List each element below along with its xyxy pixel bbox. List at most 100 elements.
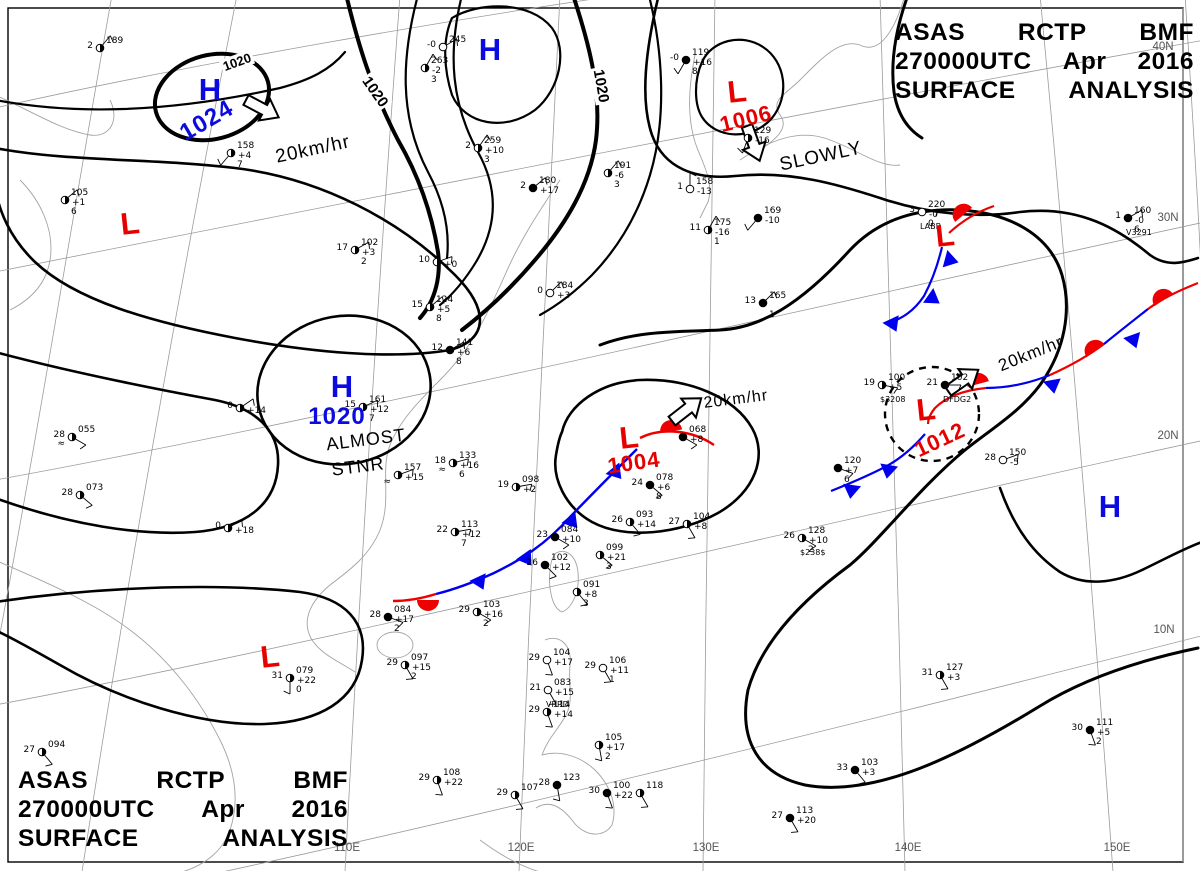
wind-barb-tick <box>562 544 570 550</box>
wind-barb-tick <box>109 35 114 43</box>
station-circle-icon <box>998 455 1008 465</box>
graticule-line <box>224 635 1200 871</box>
station-plot: 26 102+12 <box>527 553 571 580</box>
station-temperature: -0 <box>427 40 436 50</box>
station-circle-halffill <box>478 144 482 152</box>
wind-barb-tick <box>545 725 553 728</box>
station-pressure-change: -10 <box>765 216 780 226</box>
station-plot: 29 106+111 <box>585 656 629 685</box>
station-plot: 21 102 DFDG2 <box>927 373 972 404</box>
isobar-1020-ring-h1024 <box>152 51 272 143</box>
warm-front-symbol <box>952 203 973 222</box>
wind-barb-tick <box>633 533 641 537</box>
coastline <box>306 179 561 673</box>
station-circle-halffill <box>453 459 457 467</box>
station-extra-value: 2 <box>808 545 814 555</box>
station-pressure-group: 114 <box>553 700 570 710</box>
station-plot: 29 104+17 <box>529 648 573 676</box>
station-circle-halffill <box>940 671 944 679</box>
isobar-line <box>644 0 1200 265</box>
station-pressure-group: 078 <box>656 473 673 483</box>
isobar-line <box>598 208 1200 789</box>
wind-barb-tick <box>45 763 53 767</box>
station-temperature: 13 <box>745 296 756 306</box>
station-pressure-group: 104 <box>693 512 710 522</box>
title-word: RCTP <box>156 767 226 794</box>
station-plot: 12 141+68 <box>432 338 474 367</box>
station-weather-symbol: ≈ <box>438 465 446 475</box>
station-pressure-group: 079 <box>296 666 313 676</box>
station-circle-halffill <box>437 258 441 266</box>
title-word: Apr <box>201 796 245 823</box>
station-temperature: 1 <box>677 182 683 192</box>
station-pressure-change: +16 <box>460 461 479 471</box>
station-extra-value: 3 <box>583 599 589 609</box>
cold-front-symbol <box>561 511 578 528</box>
title-line-1: ASAS RCTP BMF <box>18 766 348 795</box>
title-line-3: SURFACE ANALYSIS <box>895 76 1194 105</box>
station-extra-value: 2 <box>394 624 400 634</box>
station-pressure-group: 091 <box>583 580 600 590</box>
movement-arrow-icon <box>943 368 980 397</box>
station-pressure-group: 118 <box>646 781 663 791</box>
station-circle-icon <box>438 42 448 52</box>
station-circle-halffill <box>72 433 76 441</box>
station-temperature: 31 <box>922 668 933 678</box>
title-word: ANALYSIS <box>1068 77 1194 104</box>
cold-front-central <box>435 448 638 596</box>
station-pressure-group: 094 <box>48 740 65 750</box>
wind-barb-tick <box>603 681 612 683</box>
wind-barb-tick <box>687 537 696 539</box>
title-word: BMF <box>293 767 348 794</box>
station-plot: 29 114+14 <box>529 700 573 728</box>
coastline-philippines <box>535 638 615 835</box>
station-extra-value: 2 <box>411 672 417 682</box>
station-pressure-group: 100 <box>613 781 630 791</box>
station-circle-halffill <box>802 534 806 542</box>
station-circle-icon <box>833 463 843 473</box>
station-circle-halffill <box>515 791 519 799</box>
station-pressure-group: 113 <box>796 806 813 816</box>
station-pressure-group: 160 <box>1134 206 1151 216</box>
wind-barb-tick <box>858 781 866 785</box>
title-word: SURFACE <box>895 77 1016 104</box>
station-pressure-group: 124 <box>436 295 453 305</box>
wind-barb-tick <box>456 38 458 47</box>
station-identifier: $3208 <box>880 395 905 404</box>
station-pressure-group: 158 <box>237 141 254 151</box>
station-plot: 118 <box>635 781 663 808</box>
station-circle-halffill <box>100 44 104 52</box>
station-pressure-change: +12 <box>462 530 481 540</box>
coastline <box>9 179 52 311</box>
station-pressure-change: -0 <box>1135 216 1144 226</box>
station-plot: 18≈133+166 <box>435 451 480 480</box>
coastline <box>759 0 904 151</box>
graticule-line <box>1040 0 1114 871</box>
station-pressure-group: 055 <box>78 425 95 435</box>
station-circle-halffill <box>599 741 603 749</box>
title-block-bottom-left: ASAS RCTP BMF 270000UTC Apr 2016 SURFACE ANAL… <box>18 766 348 853</box>
isobar-closed-low-west <box>0 147 482 356</box>
station-pressure-group: 113 <box>461 520 478 530</box>
wind-barb-tick <box>605 806 613 809</box>
station-pressure-group: 102 <box>551 553 568 563</box>
station-plot: 091+83 <box>572 580 600 609</box>
station-circle-icon <box>1085 725 1095 735</box>
station-plot: 28 150-5 <box>985 448 1027 468</box>
title-line-1: ASAS RCTP BMF <box>895 18 1194 47</box>
station-pressure-group: 175 <box>714 218 731 228</box>
station-pressure-change: +22 <box>444 778 463 788</box>
station-pressure-group: 108 <box>443 768 460 778</box>
title-word: 270000UTC <box>895 48 1032 75</box>
station-circle-icon <box>785 813 795 823</box>
station-identifier: DFDG2 <box>943 395 971 404</box>
wind-barb-tick <box>549 575 557 580</box>
title-word: 2016 <box>1137 48 1194 75</box>
station-pressure-group: 180 <box>539 176 556 186</box>
station-pressure-group: 141 <box>456 338 473 348</box>
station-plot: 26 093+14 <box>612 510 656 537</box>
station-extra-value: 6 <box>71 207 77 217</box>
wind-barb-tick <box>715 215 721 223</box>
station-plot: 2 180+17 <box>520 176 559 196</box>
